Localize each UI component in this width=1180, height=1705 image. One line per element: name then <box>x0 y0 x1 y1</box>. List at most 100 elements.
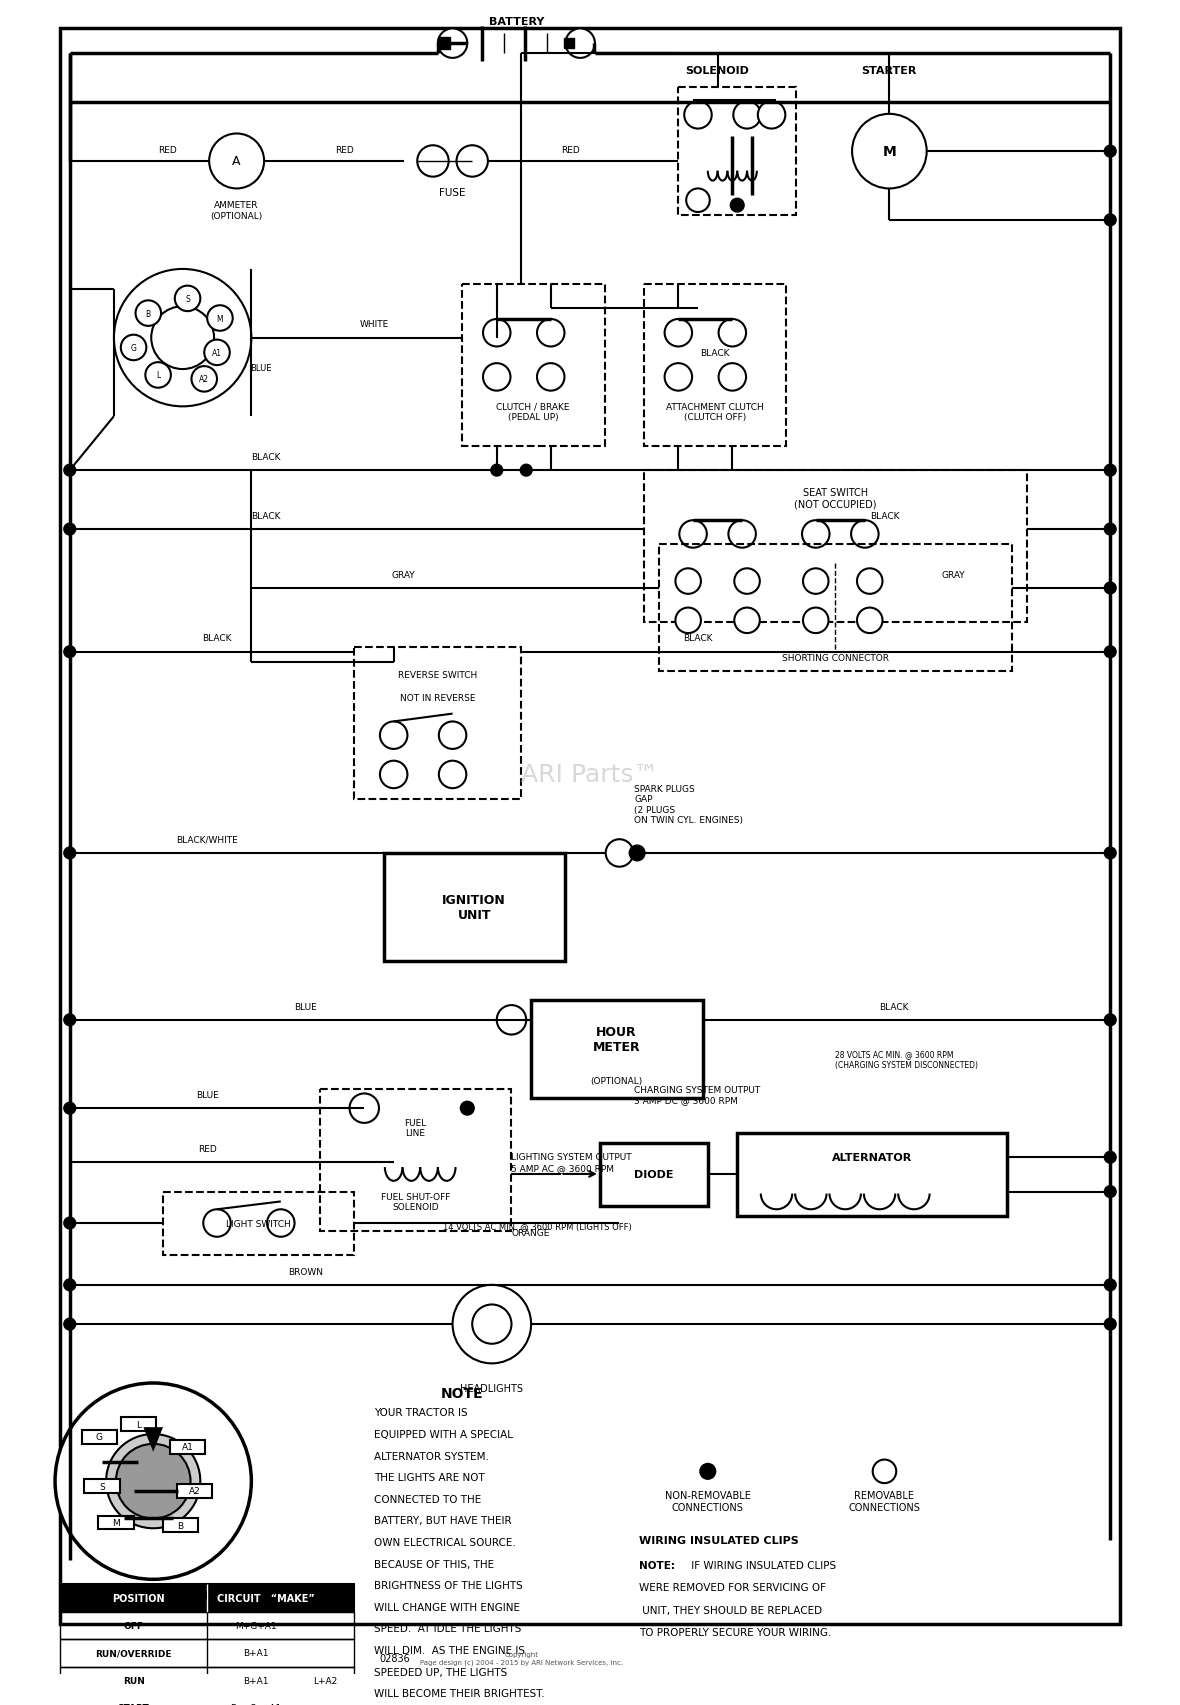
Text: 02836: 02836 <box>379 1652 409 1662</box>
Circle shape <box>664 321 693 348</box>
Text: SPEED.  AT IDLE THE LIGHTS: SPEED. AT IDLE THE LIGHTS <box>374 1623 522 1633</box>
Text: ALTERNATOR SYSTEM.: ALTERNATOR SYSTEM. <box>374 1451 489 1461</box>
Circle shape <box>64 1103 76 1115</box>
Text: RUN/OVERRIDE: RUN/OVERRIDE <box>96 1649 172 1657</box>
Text: (OPTIONAL): (OPTIONAL) <box>590 1076 643 1086</box>
Text: ORANGE: ORANGE <box>511 1229 550 1238</box>
Bar <box>463 285 604 447</box>
Circle shape <box>728 522 756 549</box>
Text: WILL DIM.  AS THE ENGINE IS: WILL DIM. AS THE ENGINE IS <box>374 1645 525 1656</box>
Circle shape <box>675 609 701 634</box>
Circle shape <box>116 1444 190 1519</box>
Bar <box>599 1142 708 1207</box>
Circle shape <box>565 29 595 60</box>
Circle shape <box>120 336 146 361</box>
Text: OFF: OFF <box>124 1621 144 1630</box>
Text: REVERSE SWITCH: REVERSE SWITCH <box>398 670 478 679</box>
Circle shape <box>730 199 745 213</box>
Text: AMMETER
(OPTIONAL): AMMETER (OPTIONAL) <box>210 201 263 220</box>
Circle shape <box>1104 1318 1116 1330</box>
Circle shape <box>680 522 707 549</box>
Text: WHITE: WHITE <box>360 321 388 329</box>
Text: CONNECTED TO THE: CONNECTED TO THE <box>374 1494 481 1504</box>
Circle shape <box>700 1463 715 1480</box>
Circle shape <box>1104 523 1116 535</box>
Text: NOT IN REVERSE: NOT IN REVERSE <box>400 694 476 702</box>
Text: A1: A1 <box>212 348 222 358</box>
Text: WILL CHANGE WITH ENGINE: WILL CHANGE WITH ENGINE <box>374 1603 520 1611</box>
Circle shape <box>802 522 830 549</box>
Text: S: S <box>185 295 190 303</box>
Circle shape <box>537 363 564 392</box>
Circle shape <box>852 114 926 189</box>
Circle shape <box>64 1318 76 1330</box>
Text: BLUE: BLUE <box>294 1003 316 1011</box>
Text: SEAT SWITCH
(NOT OCCUPIED): SEAT SWITCH (NOT OCCUPIED) <box>794 488 877 510</box>
Text: A1: A1 <box>182 1442 194 1451</box>
Circle shape <box>64 646 76 658</box>
Circle shape <box>537 321 564 348</box>
Circle shape <box>873 1459 897 1483</box>
Text: YOUR TRACTOR IS: YOUR TRACTOR IS <box>374 1408 467 1417</box>
Bar <box>60 1667 354 1695</box>
Circle shape <box>1104 646 1116 658</box>
Text: BLACK: BLACK <box>202 634 231 643</box>
Text: CIRCUIT   “MAKE”: CIRCUIT “MAKE” <box>217 1592 315 1603</box>
Text: B+A1: B+A1 <box>243 1676 269 1685</box>
Text: SPARK PLUGS
GAP
(2 PLUGS
ON TWIN CYL. ENGINES): SPARK PLUGS GAP (2 PLUGS ON TWIN CYL. EN… <box>634 784 743 825</box>
Circle shape <box>203 1209 231 1238</box>
Circle shape <box>457 147 487 177</box>
Circle shape <box>857 609 883 634</box>
Circle shape <box>857 569 883 595</box>
Bar <box>644 285 786 447</box>
Text: THE LIGHTS ARE NOT: THE LIGHTS ARE NOT <box>374 1473 485 1482</box>
Text: BLUE: BLUE <box>250 363 271 372</box>
Circle shape <box>719 363 746 392</box>
Circle shape <box>136 302 160 327</box>
Circle shape <box>734 569 760 595</box>
Circle shape <box>687 189 709 213</box>
Bar <box>678 89 797 217</box>
Text: LIGHT SWITCH: LIGHT SWITCH <box>225 1219 290 1228</box>
Text: L+A2: L+A2 <box>313 1676 337 1685</box>
Circle shape <box>64 465 76 477</box>
Text: FUEL
LINE: FUEL LINE <box>405 1118 426 1137</box>
Text: BLACK: BLACK <box>251 512 281 520</box>
Text: BLUE: BLUE <box>196 1089 218 1100</box>
Text: BLACK/WHITE: BLACK/WHITE <box>176 835 238 844</box>
Circle shape <box>664 363 693 392</box>
Text: CLUTCH / BRAKE
(PEDAL UP): CLUTCH / BRAKE (PEDAL UP) <box>497 402 570 421</box>
Bar <box>60 1611 354 1639</box>
Bar <box>85 1480 120 1494</box>
Bar <box>644 471 1027 622</box>
Text: RUN: RUN <box>123 1676 144 1685</box>
Circle shape <box>491 465 503 477</box>
Text: BATTERY: BATTERY <box>489 17 544 27</box>
Circle shape <box>719 321 746 348</box>
Circle shape <box>1104 465 1116 477</box>
Text: 28 VOLTS AC MIN. @ 3600 RPM
(CHARGING SYSTEM DISCONNECTED): 28 VOLTS AC MIN. @ 3600 RPM (CHARGING SY… <box>835 1050 978 1069</box>
Text: BROWN: BROWN <box>288 1267 323 1275</box>
Circle shape <box>151 307 214 370</box>
Circle shape <box>1104 847 1116 859</box>
Text: RED: RED <box>158 145 177 155</box>
Circle shape <box>460 1101 474 1115</box>
Text: 14 VOLTS AC MIN. @ 3600 RPM (LIGHTS OFF): 14 VOLTS AC MIN. @ 3600 RPM (LIGHTS OFF) <box>442 1222 631 1231</box>
Circle shape <box>114 269 251 407</box>
Text: M+G+A1: M+G+A1 <box>236 1621 277 1630</box>
Bar <box>163 1192 354 1255</box>
Circle shape <box>804 569 828 595</box>
Circle shape <box>472 1304 511 1344</box>
Circle shape <box>1104 583 1116 595</box>
Text: HEADLIGHTS: HEADLIGHTS <box>460 1383 524 1393</box>
Text: WIRING INSULATED CLIPS: WIRING INSULATED CLIPS <box>640 1534 799 1545</box>
Circle shape <box>349 1095 379 1124</box>
Bar <box>163 1519 198 1533</box>
Circle shape <box>483 363 511 392</box>
Text: BLACK: BLACK <box>870 512 899 520</box>
Bar <box>98 1516 133 1529</box>
Bar <box>531 1001 703 1098</box>
Circle shape <box>175 286 201 312</box>
Circle shape <box>1104 1151 1116 1163</box>
Text: DIODE: DIODE <box>634 1170 674 1180</box>
